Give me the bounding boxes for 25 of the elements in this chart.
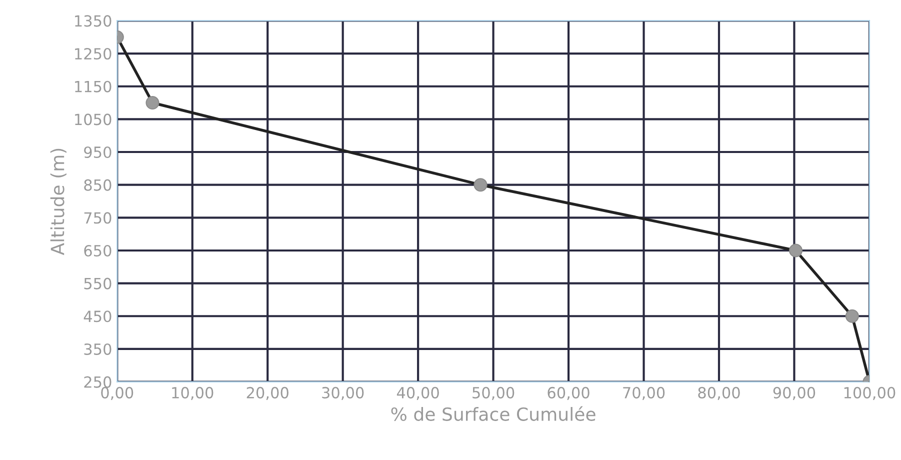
x-tick-label: 20,00 xyxy=(246,386,288,400)
x-tick-label: 0,00 xyxy=(101,386,134,400)
x-tick-label: 100,00 xyxy=(844,386,896,400)
y-tick-label: 1150 xyxy=(75,80,112,92)
y-tick-label: 1050 xyxy=(75,114,112,126)
y-axis-title: Altitude (m) xyxy=(50,148,66,256)
x-axis-title: % de Surface Cumulée xyxy=(391,406,596,421)
x-tick-label: 40,00 xyxy=(396,386,439,400)
y-tick-label: 250 xyxy=(84,376,112,388)
y-tick-label: 1350 xyxy=(75,15,112,27)
x-tick-label: 60,00 xyxy=(548,386,590,400)
y-tick-label: 750 xyxy=(84,212,112,224)
y-tick-label: 450 xyxy=(84,310,112,322)
y-tick-label: 850 xyxy=(84,179,112,191)
x-tick-label: 80,00 xyxy=(698,386,740,400)
y-tick-label: 1250 xyxy=(75,48,112,60)
x-tick-label: 30,00 xyxy=(322,386,364,400)
x-tick-label: 10,00 xyxy=(172,386,214,400)
x-tick-label: 70,00 xyxy=(623,386,665,400)
x-tick-label: 50,00 xyxy=(472,386,514,400)
y-tick-label: 350 xyxy=(84,343,112,355)
y-tick-label: 950 xyxy=(84,146,112,158)
y-tick-label: 650 xyxy=(84,244,112,257)
x-tick-label: 90,00 xyxy=(773,386,816,400)
y-tick-label: 550 xyxy=(84,278,112,290)
